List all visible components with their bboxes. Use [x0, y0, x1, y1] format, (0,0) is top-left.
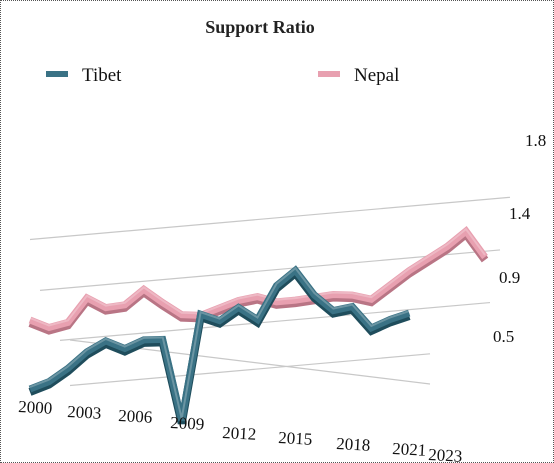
x-tick-label: 2015: [278, 428, 313, 449]
y-axis-ticks: 1.8 1.4 0.9 0.5: [493, 131, 546, 346]
x-tick-label: 2021: [392, 439, 427, 460]
series-line-tibet-highlight: [29, 266, 410, 419]
legend: Tibet Nepal: [46, 65, 399, 86]
x-tick-label: 2003: [67, 402, 102, 423]
gridline: [29, 196, 511, 241]
x-axis-ticks: 2000 2003 2006 2009 2012 2015 2018 2021 …: [18, 397, 463, 463]
y-tick-label: 0.9: [499, 268, 520, 287]
y-tick-label: 1.4: [509, 204, 531, 223]
x-tick-label: 2012: [222, 423, 257, 444]
x-tick-label: 2006: [118, 406, 153, 427]
x-tick-label: 2000: [18, 397, 53, 418]
x-tick-label: 2023: [428, 445, 463, 463]
legend-swatch-tibet: [46, 71, 68, 77]
gridline: [59, 301, 491, 341]
y-tick-label: 0.5: [493, 327, 514, 346]
legend-label-tibet: Tibet: [82, 65, 122, 86]
series-line-nepal-highlight: [29, 227, 486, 327]
x-tick-label: 2009: [170, 413, 205, 434]
y-tick-label: 1.8: [525, 131, 546, 150]
x-tick-label: 2018: [336, 434, 371, 455]
gridline: [69, 353, 431, 387]
series-layer: [28, 226, 489, 425]
gridline: [39, 249, 501, 291]
legend-swatch-nepal: [318, 71, 340, 77]
legend-label-nepal: Nepal: [354, 65, 399, 86]
chart-title: Support Ratio: [205, 17, 315, 37]
